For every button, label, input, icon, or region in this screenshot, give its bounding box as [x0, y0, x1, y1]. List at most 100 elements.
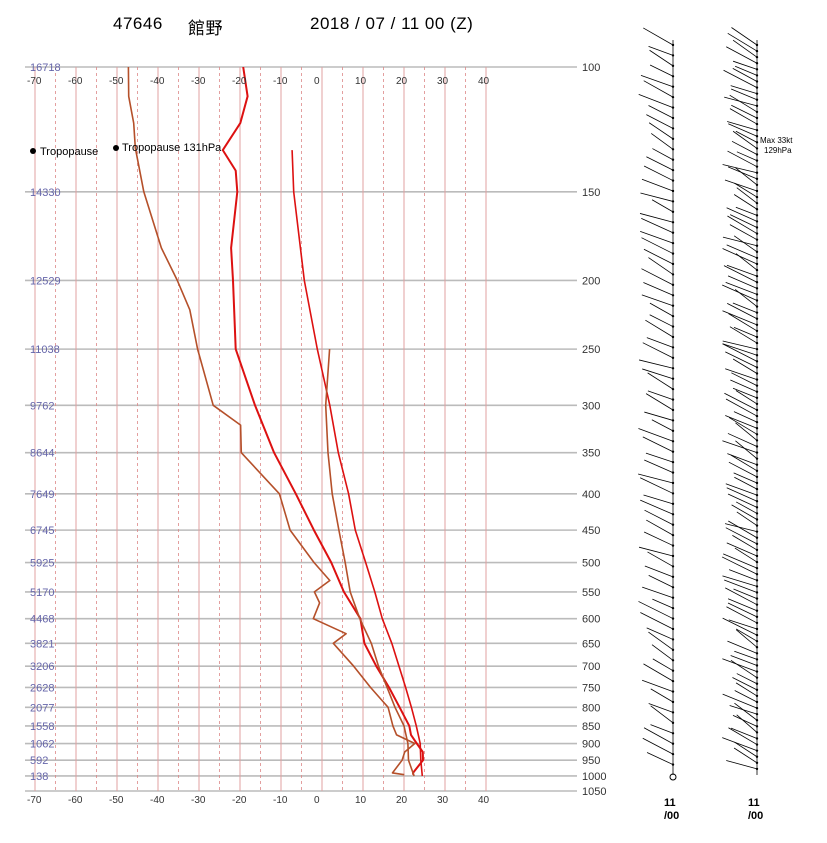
wind-barb	[727, 598, 758, 612]
wind-barb-dot	[755, 749, 759, 752]
wind-footer-hour-2: /00	[748, 810, 763, 822]
temperature-tick-label-bottom: 40	[478, 795, 490, 806]
wind-barb-dot	[755, 104, 759, 108]
temperature-tick-label-top: 10	[355, 76, 367, 87]
wind-barb	[640, 612, 674, 630]
wind-barb-dot	[671, 116, 675, 120]
height-tick-label: 1062	[30, 739, 54, 751]
wind-barb-dot	[755, 700, 759, 704]
wind-barb	[731, 27, 758, 46]
wind-barb-dot	[755, 201, 759, 205]
wind-barb	[723, 69, 758, 88]
wind-barb	[648, 703, 674, 713]
wind-barb	[732, 677, 758, 691]
wind-barb-dot	[755, 481, 759, 485]
wind-barb-dot	[755, 451, 759, 454]
wind-barb	[736, 151, 758, 161]
wind-barb	[724, 392, 758, 411]
wind-barb	[729, 214, 758, 228]
wind-barb	[641, 217, 674, 234]
wind-barb-dot	[755, 153, 759, 156]
wind-barb	[726, 606, 758, 624]
wind-barb-dot	[755, 639, 759, 643]
wind-barb-dot	[755, 633, 759, 637]
height-tick-label: 3821	[30, 638, 54, 650]
wind-barb	[643, 80, 674, 98]
wind-barb-dot	[755, 597, 759, 600]
wind-barb-dot	[755, 208, 759, 211]
wind-barb-dot	[755, 646, 759, 649]
wind-barb-dot	[671, 627, 675, 631]
wind-barb-dot	[755, 682, 759, 685]
wind-barb	[735, 390, 758, 405]
wind-barb-dot	[671, 586, 675, 589]
wind-barb	[727, 121, 758, 131]
height-tick-label: 4468	[30, 614, 54, 626]
wind-barb-dot	[671, 325, 675, 328]
wind-barb	[641, 268, 674, 286]
wind-barb-dot	[671, 106, 675, 109]
wind-barb-dot	[671, 450, 675, 453]
wind-barb-dot	[755, 262, 759, 266]
height-tick-label: 2628	[30, 682, 54, 694]
wind-barb-dot	[755, 354, 759, 357]
wind-barb	[730, 88, 758, 101]
wind-barb-dot	[755, 615, 759, 619]
height-tick-label: 14330	[30, 187, 61, 199]
pressure-tick-label: 1000	[582, 771, 606, 783]
temperature-tick-label-bottom: -70	[27, 795, 42, 806]
wind-barb-dot	[671, 179, 675, 182]
wind-barb-dot	[755, 719, 759, 722]
wind-barb	[726, 542, 758, 557]
wind-barb-dot	[671, 513, 675, 516]
wind-barb-dot	[755, 238, 759, 241]
wind-footer-day-1: 11	[664, 797, 676, 809]
pressure-tick-label: 150	[582, 187, 600, 199]
wind-barb-dot	[671, 398, 675, 401]
wind-barb-dot	[671, 617, 675, 620]
wind-barb-dot	[755, 110, 759, 114]
wind-barb-dot	[755, 122, 759, 126]
wind-barb-dot	[755, 402, 759, 406]
wind-barb	[645, 393, 674, 411]
wind-barb-dot	[755, 621, 759, 625]
wind-barb-dot	[755, 396, 759, 400]
wind-barb	[723, 265, 758, 283]
wind-barb-dot	[671, 95, 675, 99]
height-tick-label: 5925	[30, 558, 54, 570]
wind-barb	[640, 192, 674, 202]
wind-barb	[651, 133, 674, 150]
wind-barb	[727, 150, 758, 168]
wind-barb-dot	[671, 700, 675, 704]
pressure-tick-label: 250	[582, 344, 600, 356]
wind-barb	[730, 379, 758, 393]
wind-barb-dot	[755, 366, 759, 369]
wind-barb	[734, 547, 758, 563]
wind-barb-dot	[755, 725, 759, 728]
wind-barb	[652, 658, 674, 672]
wind-barb-dot	[671, 721, 675, 725]
height-tick-label: 11038	[30, 344, 60, 356]
wind-barb	[648, 46, 674, 56]
pressure-tick-label: 850	[582, 721, 600, 733]
wind-barb	[735, 167, 758, 186]
height-tick-label: 12529	[30, 275, 61, 287]
wind-barb-dot	[755, 183, 759, 187]
wind-barb-dot	[671, 669, 675, 672]
wind-barb-dot	[755, 743, 759, 746]
pressure-tick-label: 1050	[582, 786, 606, 798]
wind-barb	[643, 727, 674, 745]
wind-barb-dot	[755, 652, 759, 655]
wind-barb	[643, 663, 674, 682]
wind-barb	[643, 531, 674, 546]
wind-barb	[732, 535, 758, 551]
wind-barb	[645, 319, 674, 338]
wind-barb	[734, 182, 758, 198]
wind-barb-dot	[671, 377, 675, 380]
wind-barb-dot	[755, 74, 759, 77]
wind-barb	[644, 459, 674, 473]
wind-barb	[638, 473, 674, 484]
wind-barb	[638, 94, 674, 108]
wind-barb-dot	[755, 329, 759, 333]
wind-barb	[722, 343, 758, 356]
